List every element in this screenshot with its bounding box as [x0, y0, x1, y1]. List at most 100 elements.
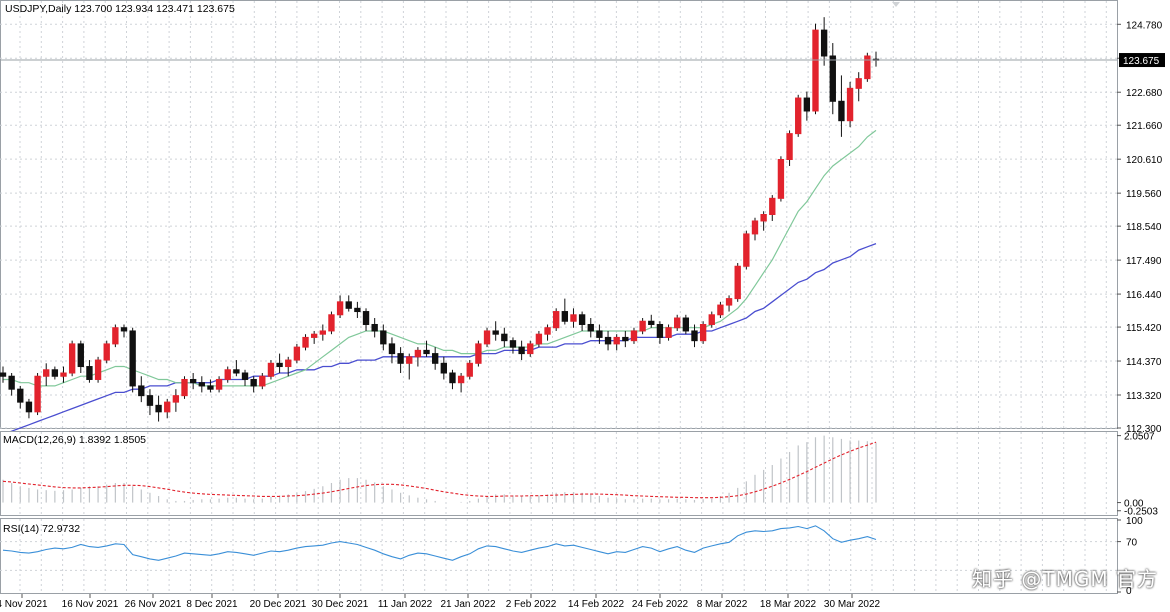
candle-body-down — [77, 343, 84, 368]
macd-panel[interactable]: MACD(12,26,9) 1.8392 1.8505 — [0, 431, 1118, 516]
candle — [708, 311, 715, 328]
candle-body-down — [354, 307, 361, 313]
candle-body-down — [198, 382, 205, 387]
candle-body-up — [319, 330, 326, 335]
candle — [786, 130, 793, 166]
candle-body-up — [224, 369, 231, 380]
candle-body-down — [129, 330, 136, 387]
candle-body-down — [509, 340, 517, 348]
x-tick-label: 18 Mar 2022 — [760, 599, 817, 610]
candle — [535, 330, 543, 348]
candle-body-up — [259, 375, 266, 387]
ma-slow-line — [2, 242, 877, 436]
candle-body-down — [561, 311, 569, 322]
candle — [276, 353, 283, 374]
candle — [371, 318, 378, 338]
candle — [820, 17, 828, 66]
ma-fast-polyline — [3, 129, 877, 387]
candle-body-down — [829, 55, 836, 102]
candle-body-down — [233, 369, 240, 374]
candle-body-up — [293, 346, 301, 361]
candle — [440, 356, 448, 380]
candle — [699, 321, 707, 344]
candle — [717, 301, 724, 319]
price-panel[interactable]: USDJPY,Daily 123.700 123.934 123.471 123… — [0, 0, 1118, 436]
x-tick-label: 30 Mar 2022 — [824, 599, 881, 610]
candle — [86, 360, 93, 383]
candle-body-down — [431, 353, 439, 364]
candle-body-down — [449, 372, 456, 384]
candle-body-down — [0, 372, 7, 377]
candle-body-up — [285, 359, 292, 368]
shift-marker-icon[interactable] — [892, 2, 900, 7]
candle — [613, 334, 620, 351]
candle — [570, 308, 577, 328]
candle-body-down — [189, 378, 197, 384]
candle-body-down — [648, 320, 655, 325]
candle — [466, 360, 473, 380]
x-tick-label: 8 Dec 2021 — [186, 599, 238, 610]
candle — [60, 366, 67, 383]
candle — [328, 311, 335, 335]
candle — [293, 343, 301, 364]
candle — [587, 318, 594, 338]
candle — [94, 356, 102, 383]
candle-body-up — [328, 314, 335, 332]
candle-body-up — [302, 336, 309, 348]
candle-body-up — [68, 343, 76, 374]
candle — [648, 314, 655, 328]
candle — [665, 324, 672, 341]
last-price-badge — [1119, 53, 1165, 68]
candle — [622, 330, 629, 348]
candle-body-down — [371, 323, 378, 332]
candle — [129, 327, 136, 393]
candle — [25, 398, 33, 419]
candle-body-up — [112, 327, 119, 345]
candle — [734, 263, 741, 302]
candle-body-up — [760, 214, 767, 222]
candle — [812, 23, 819, 115]
candle — [103, 340, 110, 364]
candle — [267, 360, 275, 380]
candle-body-up — [535, 333, 543, 345]
rsi-panel[interactable]: RSI(14) 72.9732 — [0, 518, 1118, 594]
candle-body-up — [630, 330, 638, 342]
rsi-polyline — [2, 525, 877, 561]
macd-signal-polyline — [2, 441, 877, 499]
macd-grid — [19, 432, 1107, 515]
candle-body-up — [544, 327, 551, 335]
candle — [501, 327, 508, 348]
x-tick-label: 14 Feb 2022 — [568, 599, 625, 610]
candle — [604, 330, 612, 351]
candle-body-down — [492, 330, 499, 335]
candle — [483, 327, 491, 348]
candle — [77, 340, 84, 374]
candle — [561, 298, 569, 325]
x-tick-label: 16 Nov 2021 — [62, 599, 119, 610]
ma-fast-line — [3, 129, 877, 387]
candle — [855, 72, 862, 102]
candle — [431, 347, 439, 370]
candle-body-down — [380, 330, 387, 345]
candle-body-up — [639, 320, 646, 332]
candle — [362, 308, 370, 331]
candle — [406, 353, 413, 380]
candle — [336, 295, 344, 319]
candle-body-up — [164, 401, 171, 413]
candle-body-up — [267, 362, 275, 377]
candle-body-down — [691, 330, 698, 342]
candle-body-up — [466, 362, 473, 377]
candle-body-down — [17, 388, 24, 403]
candle — [259, 373, 266, 390]
candle — [527, 340, 534, 357]
candle — [68, 340, 76, 377]
rsi-axis: 100 70 0 — [1117, 516, 1143, 597]
candle-body-down — [207, 385, 214, 390]
candle-body-up — [846, 87, 854, 122]
candle-body-down — [241, 372, 249, 380]
candle-body-up — [181, 378, 188, 397]
candle-body-up — [751, 220, 759, 235]
candle — [578, 311, 586, 331]
ma-slow-polyline — [2, 242, 877, 436]
